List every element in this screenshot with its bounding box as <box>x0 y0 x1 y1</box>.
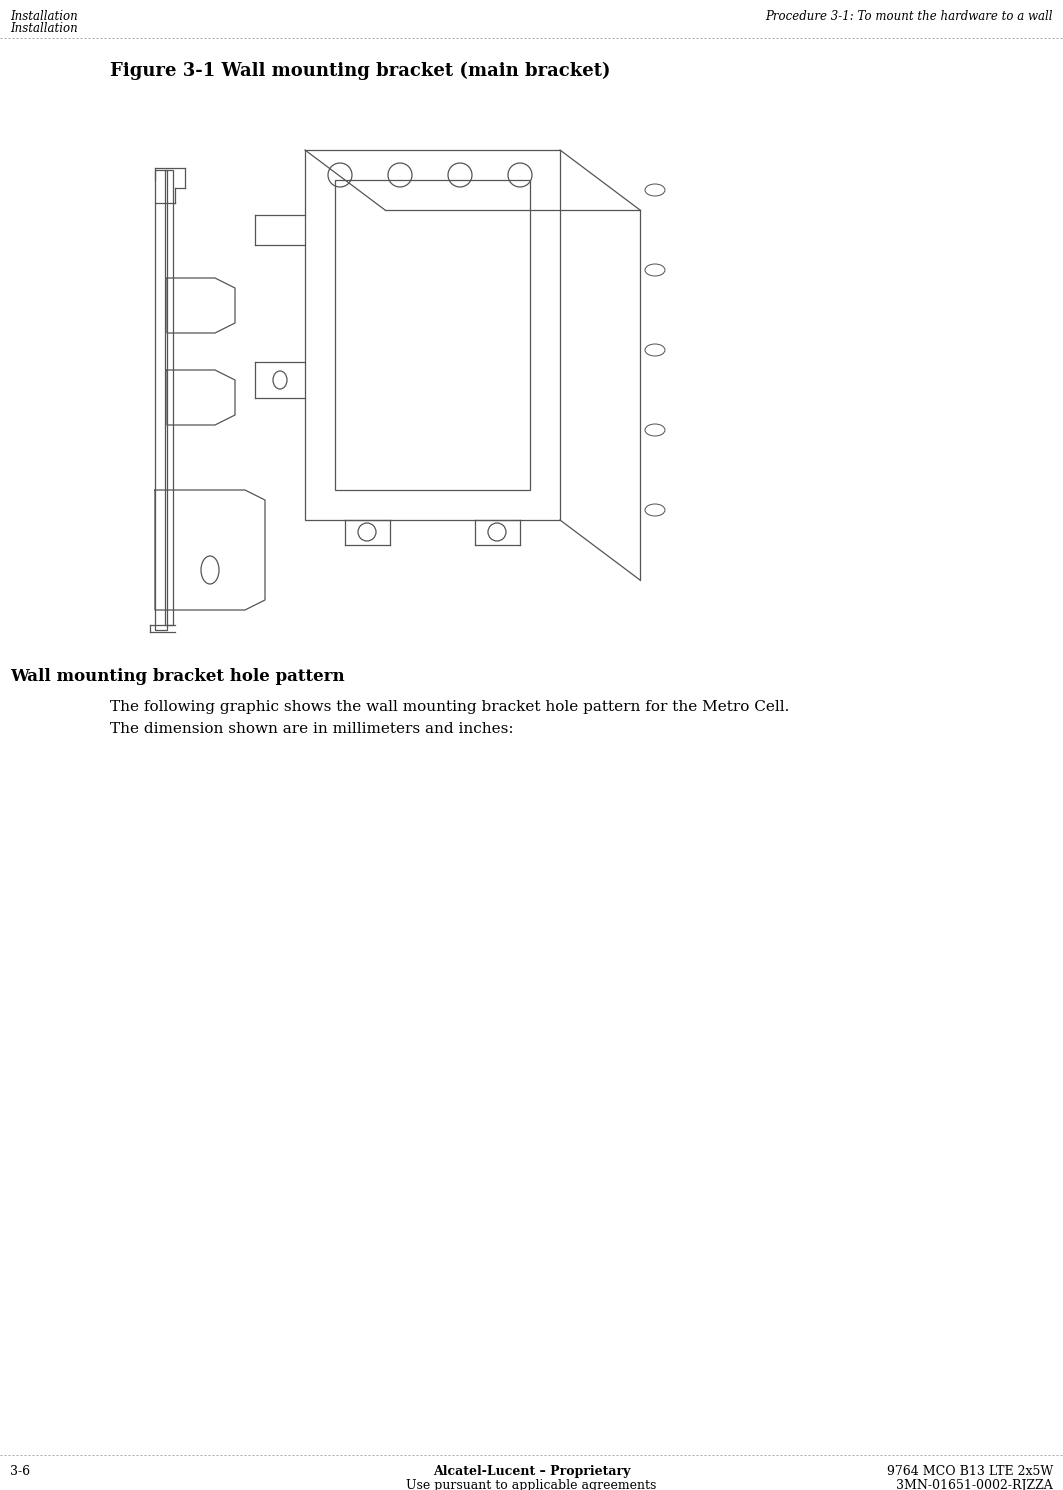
Text: The following graphic shows the wall mounting bracket hole pattern for the Metro: The following graphic shows the wall mou… <box>109 700 790 714</box>
Bar <box>165 170 173 624</box>
Text: Alcatel-Lucent – Proprietary: Alcatel-Lucent – Proprietary <box>433 1465 630 1478</box>
Text: 3MN-01651-0002-RJZZA: 3MN-01651-0002-RJZZA <box>896 1480 1053 1490</box>
Bar <box>335 180 530 490</box>
Text: Procedure 3-1: To mount the hardware to a wall: Procedure 3-1: To mount the hardware to … <box>765 10 1053 22</box>
Text: 9764 MCO B13 LTE 2x5W: 9764 MCO B13 LTE 2x5W <box>887 1465 1053 1478</box>
Text: Installation: Installation <box>10 22 78 34</box>
Text: Figure 3-1 Wall mounting bracket (main bracket): Figure 3-1 Wall mounting bracket (main b… <box>109 63 610 80</box>
Text: Wall mounting bracket hole pattern: Wall mounting bracket hole pattern <box>10 668 344 685</box>
Bar <box>305 150 560 520</box>
Text: Use pursuant to applicable agreements: Use pursuant to applicable agreements <box>406 1480 657 1490</box>
Bar <box>155 170 167 630</box>
Text: 3-6: 3-6 <box>10 1465 30 1478</box>
Text: Installation: Installation <box>10 10 78 22</box>
Text: The dimension shown are in millimeters and inches:: The dimension shown are in millimeters a… <box>109 723 513 736</box>
